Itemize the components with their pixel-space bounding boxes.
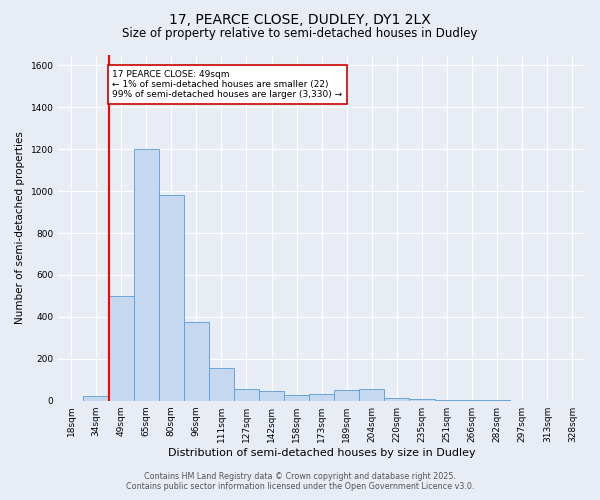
Bar <box>409 399 434 400</box>
Bar <box>284 396 309 400</box>
Bar <box>109 296 134 401</box>
Bar <box>334 390 359 400</box>
Bar <box>359 389 385 400</box>
Text: 17 PEARCE CLOSE: 49sqm
← 1% of semi-detached houses are smaller (22)
99% of semi: 17 PEARCE CLOSE: 49sqm ← 1% of semi-deta… <box>112 70 343 100</box>
Bar <box>184 322 209 400</box>
Bar <box>209 368 234 400</box>
Bar <box>159 196 184 400</box>
Text: 17, PEARCE CLOSE, DUDLEY, DY1 2LX: 17, PEARCE CLOSE, DUDLEY, DY1 2LX <box>169 12 431 26</box>
Bar <box>309 394 334 400</box>
X-axis label: Distribution of semi-detached houses by size in Dudley: Distribution of semi-detached houses by … <box>168 448 476 458</box>
Bar <box>234 389 259 400</box>
Bar <box>385 398 409 400</box>
Bar <box>83 396 109 400</box>
Bar <box>259 392 284 400</box>
Y-axis label: Number of semi-detached properties: Number of semi-detached properties <box>15 132 25 324</box>
Text: Size of property relative to semi-detached houses in Dudley: Size of property relative to semi-detach… <box>122 28 478 40</box>
Text: Contains HM Land Registry data © Crown copyright and database right 2025.
Contai: Contains HM Land Registry data © Crown c… <box>126 472 474 491</box>
Bar <box>134 150 159 400</box>
